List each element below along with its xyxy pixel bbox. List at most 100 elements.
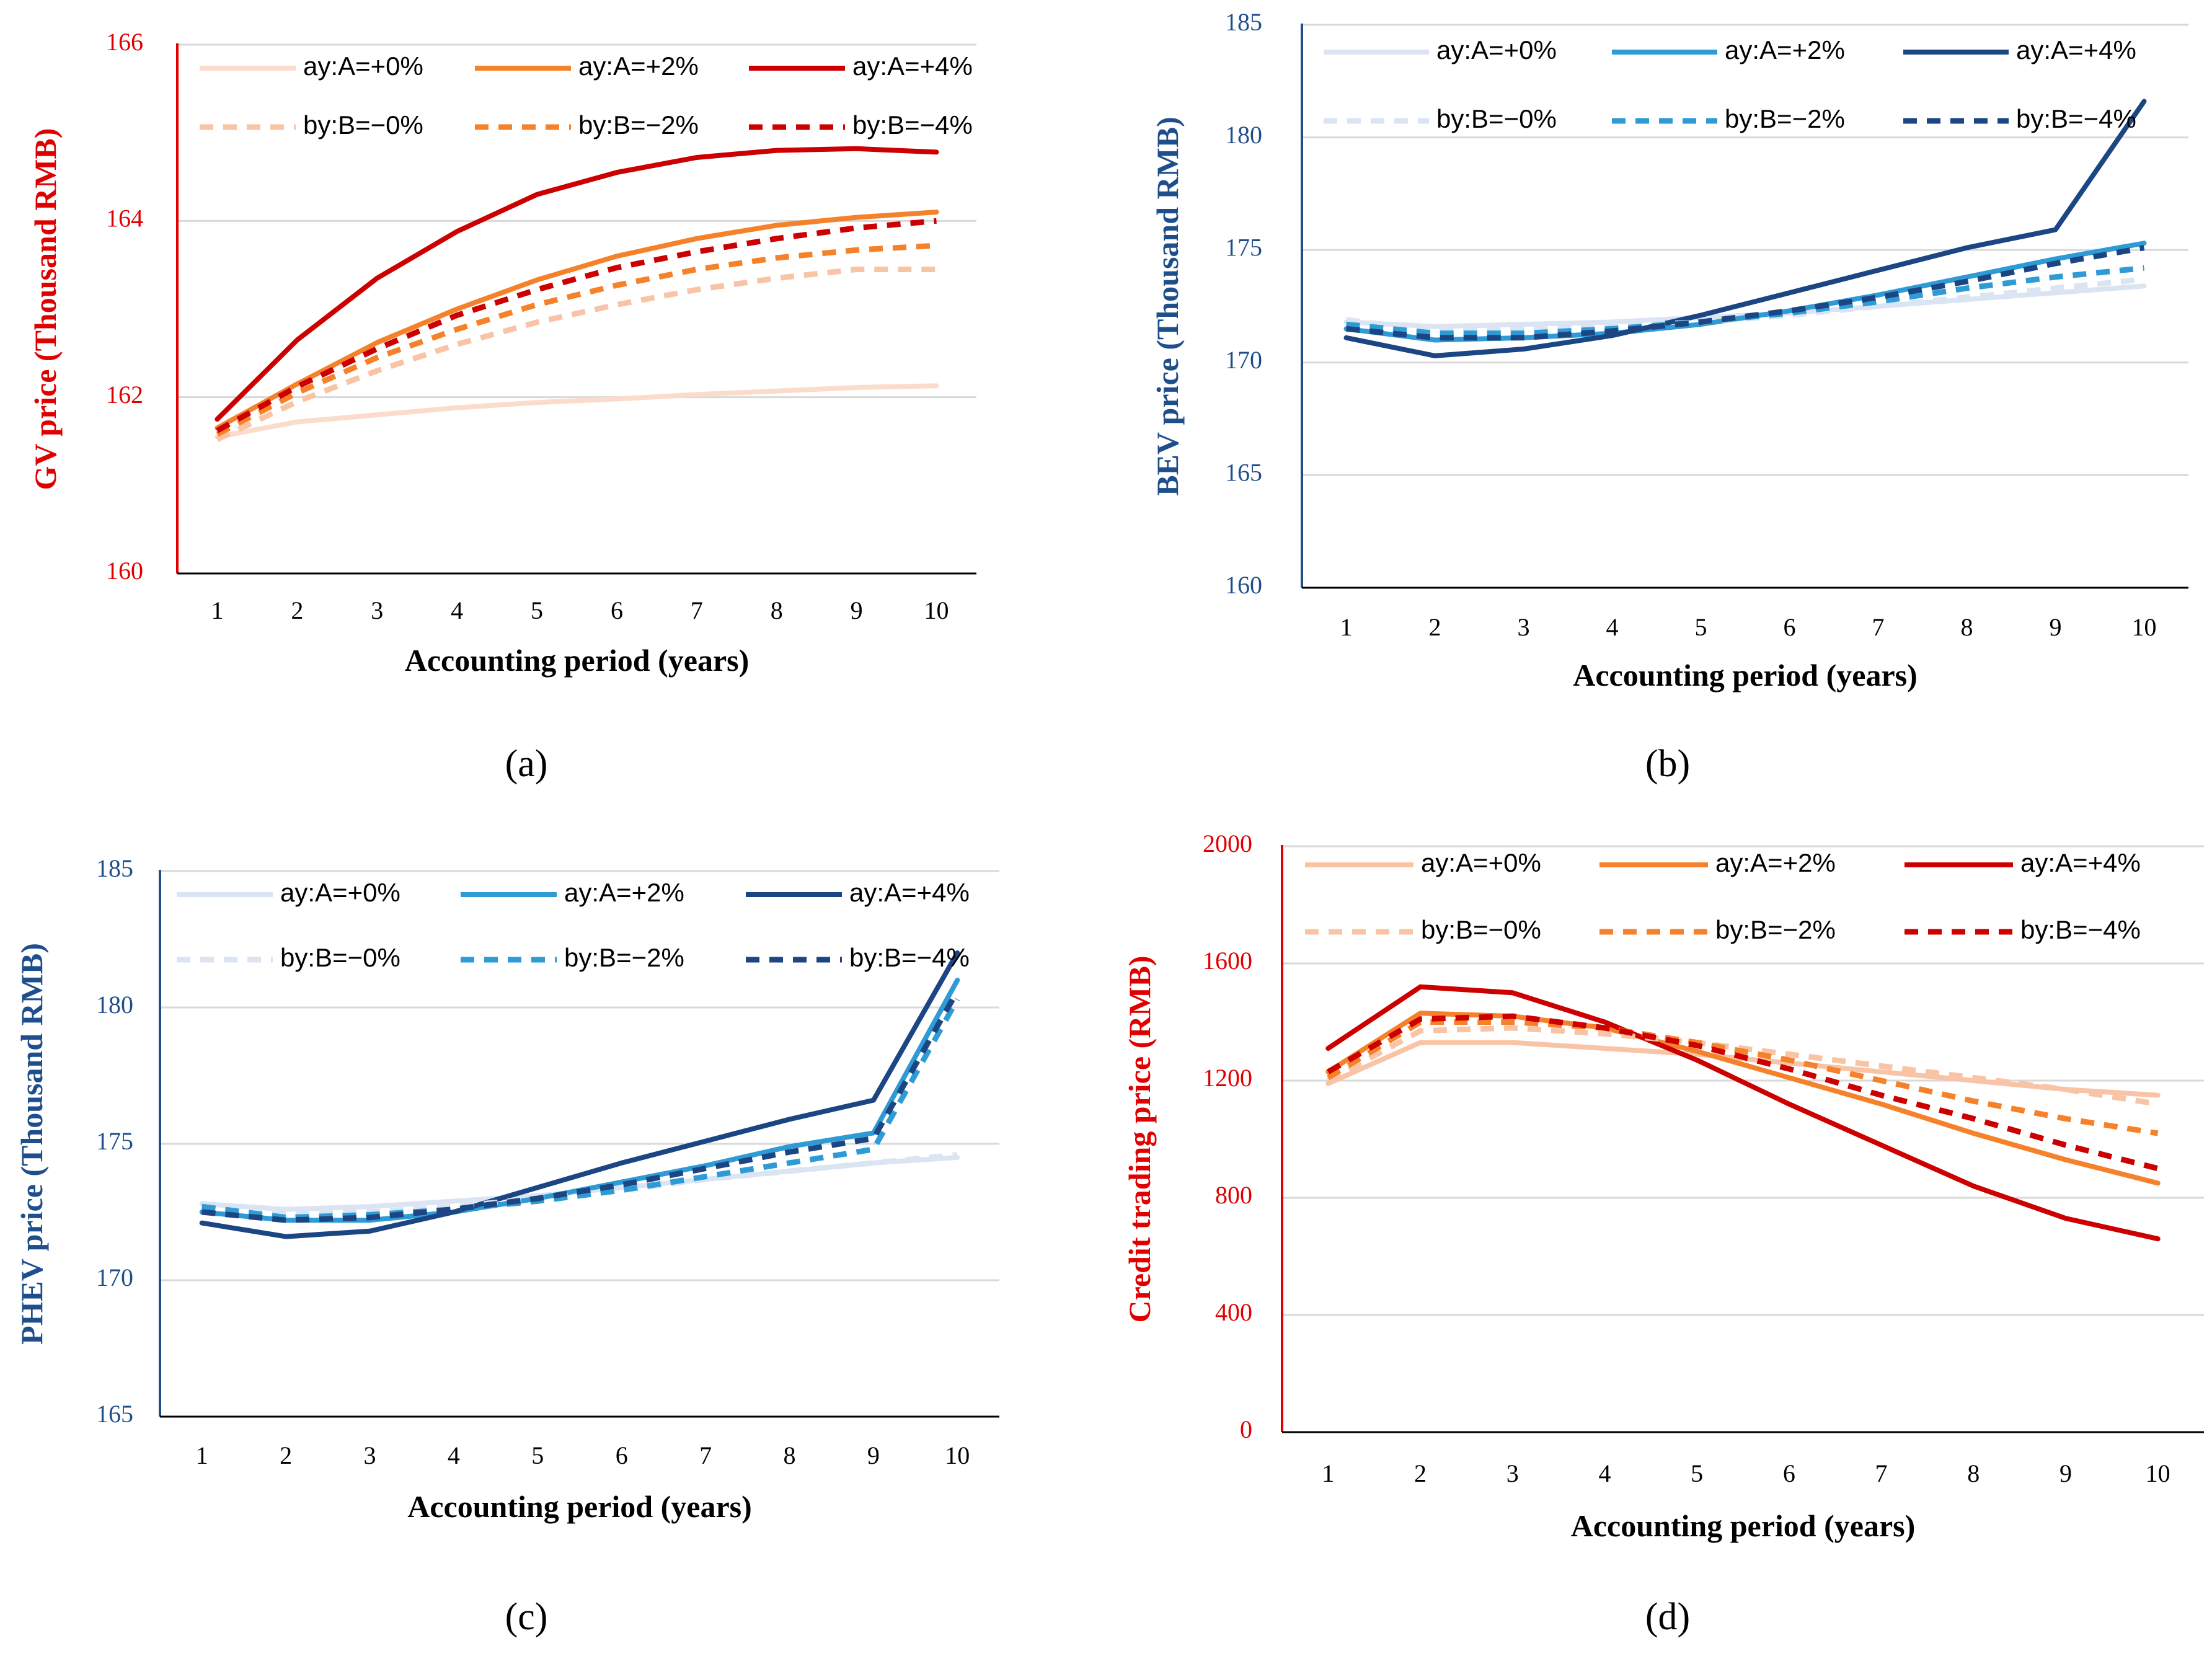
x-tick-label: 4 <box>1598 1459 1611 1487</box>
legend-label: ay:A=+2% <box>1715 848 1836 877</box>
legend-label: by:B=−4% <box>849 943 970 972</box>
legend-label: ay:A=+0% <box>280 878 400 907</box>
y-tick-label: 165 <box>1225 459 1262 487</box>
legend: ay:A=+0% ay:A=+2% ay:A=+4% by:B=−0% by:B=−2%… <box>200 51 973 139</box>
x-tick-label: 2 <box>1414 1459 1427 1487</box>
series-line-b-3 <box>1345 276 2144 334</box>
x-axis-title: Accounting period (years) <box>1573 658 1918 693</box>
series-line-b-4 <box>1346 265 2144 337</box>
series-line-b-1 <box>1343 241 2147 343</box>
y-tick-label: 170 <box>96 1263 133 1291</box>
x-tick-label: 6 <box>1784 613 1796 641</box>
x-tick-label: 6 <box>616 1441 628 1469</box>
series-line-c-5 <box>201 989 960 1223</box>
x-tick-label: 8 <box>1961 613 1973 641</box>
chart-c: 165 170 175 180 185 1 2 3 4 5 6 7 8 9 10 Accounting per… <box>14 854 999 1638</box>
chart-a: 160 162 164 166 1 2 3 4 5 6 7 8 9 10 Accounting period… <box>28 28 976 785</box>
series-line-a-3 <box>216 267 937 442</box>
y-axis-title: PHEV price (Thousand RMB) <box>14 943 49 1345</box>
y-tick-label: 1600 <box>1203 947 1252 975</box>
x-tick-label: 1 <box>196 1441 208 1469</box>
x-tick-label: 6 <box>611 596 623 624</box>
y-tick-label: 180 <box>96 991 133 1019</box>
legend-label: ay:A=+0% <box>303 51 423 81</box>
x-tick-label: 4 <box>448 1441 460 1469</box>
x-tick-label: 7 <box>691 596 703 624</box>
series-line-b-2 <box>1343 99 2147 358</box>
y-tick-label: 166 <box>106 28 143 56</box>
legend-label: by:B=−4% <box>852 110 973 139</box>
legend-label: by:B=−2% <box>564 943 684 972</box>
x-axis-title: Accounting period (years) <box>1571 1508 1916 1543</box>
legend: ay:A=+0% ay:A=+2% ay:A=+4% by:B=−0% by:B=−2%… <box>1305 848 2141 944</box>
x-tick-label: 7 <box>1872 613 1885 641</box>
panel-label: (a) <box>505 743 548 785</box>
y-tick-label: 160 <box>1225 571 1262 599</box>
x-tick-label: 9 <box>867 1441 880 1469</box>
series-line-c-2 <box>199 950 960 1239</box>
x-tick-label: 10 <box>945 1441 970 1469</box>
y-tick-label: 170 <box>1225 346 1262 374</box>
x-axis-title: Accounting period (years) <box>407 1489 752 1524</box>
series-line-d-3 <box>1327 1025 2159 1107</box>
x-tick-label: 5 <box>531 596 543 624</box>
x-tick-label: 4 <box>1606 613 1619 641</box>
legend-label: ay:A=+0% <box>1436 35 1557 64</box>
y-tick-label: 185 <box>1225 8 1262 36</box>
legend-label: ay:A=+0% <box>1421 848 1541 877</box>
series-line-c-1 <box>199 978 960 1223</box>
y-tick-label: 400 <box>1215 1298 1252 1326</box>
x-tick-label: 6 <box>1783 1459 1795 1487</box>
x-tick-label: 5 <box>531 1441 544 1469</box>
y-tick-label: 1200 <box>1203 1064 1252 1092</box>
series-line-b-5 <box>1346 245 2145 341</box>
x-tick-label: 1 <box>1340 613 1353 641</box>
series-line-a-0 <box>215 383 939 440</box>
x-tick-label: 3 <box>1506 1459 1519 1487</box>
series-line-d-2 <box>1325 984 2161 1242</box>
x-tick-label: 10 <box>2132 613 2157 641</box>
x-axis-title: Accounting period (years) <box>405 643 750 678</box>
x-tick-label: 1 <box>211 596 223 624</box>
x-tick-label: 7 <box>1875 1459 1888 1487</box>
x-tick-label: 4 <box>451 596 463 624</box>
legend-label: by:B=−2% <box>1715 915 1836 944</box>
y-tick-label: 175 <box>96 1127 133 1155</box>
chart-d: 0 400 800 1200 1600 2000 1 2 3 4 5 6 7 8 9 10 Accounting… <box>1122 830 2204 1638</box>
panel-label: (c) <box>505 1596 548 1638</box>
series-line-a-1 <box>215 210 939 431</box>
y-axis-title: Credit trading price (RMB) <box>1122 955 1157 1322</box>
x-tick-label: 7 <box>699 1441 712 1469</box>
legend-label: ay:A=+4% <box>2016 35 2136 64</box>
x-tick-label: 3 <box>364 1441 376 1469</box>
x-tick-label: 2 <box>1429 613 1441 641</box>
y-tick-label: 165 <box>96 1400 133 1428</box>
y-tick-label: 175 <box>1225 233 1262 261</box>
series-line-d-5 <box>1327 1013 2159 1172</box>
series-line-d-4 <box>1326 1019 2159 1136</box>
series-line-c-3 <box>201 1152 958 1215</box>
panel-label: (b) <box>1645 743 1690 785</box>
y-tick-label: 0 <box>1240 1415 1252 1443</box>
y-tick-label: 2000 <box>1203 830 1252 857</box>
legend-label: by:B=−0% <box>280 943 400 972</box>
x-tick-label: 5 <box>1691 1459 1703 1487</box>
series-line-a-2 <box>215 146 939 422</box>
legend-label: ay:A=+4% <box>2020 848 2141 877</box>
legend-label: by:B=−0% <box>1436 104 1557 133</box>
x-tick-label: 9 <box>2059 1459 2072 1487</box>
x-tick-label: 1 <box>1322 1459 1334 1487</box>
legend: ay:A=+0% ay:A=+2% ay:A=+4% by:B=−0% by:B=−2%… <box>177 878 970 972</box>
y-axis-title: GV price (Thousand RMB) <box>28 128 63 490</box>
y-axis-title: BEV price (Thousand RMB) <box>1150 117 1185 496</box>
chart-b: 160 165 170 175 180 185 1 2 3 4 5 6 7 8 9 10 Accounting … <box>1150 8 2188 785</box>
x-tick-label: 8 <box>784 1441 796 1469</box>
x-tick-label: 8 <box>771 596 783 624</box>
x-tick-label: 5 <box>1695 613 1707 641</box>
legend-label: ay:A=+2% <box>578 51 699 81</box>
y-tick-label: 185 <box>96 854 133 882</box>
y-tick-label: 160 <box>106 557 143 585</box>
y-tick-label: 180 <box>1225 121 1262 149</box>
y-tick-label: 800 <box>1215 1181 1252 1209</box>
